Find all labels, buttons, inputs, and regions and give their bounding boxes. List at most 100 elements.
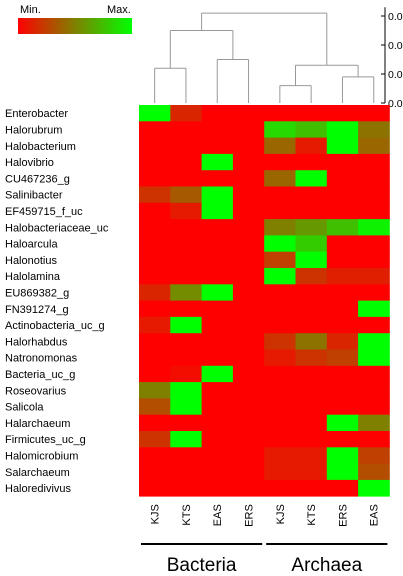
heatmap-cell <box>264 219 296 236</box>
heatmap-cell <box>358 219 390 236</box>
heatmap-cell <box>358 398 390 416</box>
heatmap-cell <box>201 137 234 155</box>
heatmap-cell <box>264 479 296 497</box>
heatmap-cell <box>170 414 202 432</box>
heatmap-cell <box>139 121 171 138</box>
row-label: FN391274_g <box>5 304 69 316</box>
heatmap-cell <box>170 284 202 301</box>
heatmap-cell <box>139 382 171 399</box>
column-label: KTS <box>306 504 318 525</box>
heatmap-cell <box>264 333 296 350</box>
heatmap-cell <box>170 153 202 171</box>
heatmap-cell <box>201 153 234 171</box>
heatmap-cell <box>326 219 359 236</box>
row-label: Halorhabdus <box>5 336 68 348</box>
heatmap-cell <box>264 153 296 171</box>
row-label: Actinobacteria_uc_g <box>5 320 105 332</box>
heatmap-cell <box>358 431 390 448</box>
heatmap-cell <box>264 382 296 399</box>
row-labels: Enterobacter Halorubrum Halobacterium Halov… <box>5 108 109 495</box>
heatmap-cell <box>264 463 296 481</box>
heatmap-cell <box>170 186 202 204</box>
row-label: Enterobacter <box>5 108 68 120</box>
row-label: Halonotius <box>5 255 57 267</box>
heatmap-cell <box>170 349 202 367</box>
heatmap-cell <box>358 365 390 383</box>
heatmap-cell <box>326 398 359 416</box>
heatmap-cell <box>201 300 234 318</box>
heatmap-cell <box>232 153 265 171</box>
heatmap-cell <box>232 431 265 448</box>
column-label: EAS <box>212 504 224 526</box>
heatmap-cell <box>358 479 390 497</box>
heatmap-cell <box>326 121 359 138</box>
heatmap-cell <box>264 202 296 220</box>
heatmap-cell <box>358 382 390 399</box>
heatmap-cell <box>295 219 328 236</box>
heatmap-cell <box>201 382 234 399</box>
row-label: Halarchaeum <box>5 418 70 430</box>
heatmap-cell <box>139 186 171 204</box>
row-label: Halobacterium <box>5 141 76 153</box>
heatmap-cell <box>201 447 234 464</box>
heatmap-cell <box>295 268 328 285</box>
heatmap-cell <box>139 333 171 350</box>
heatmap-cell <box>358 268 390 285</box>
heatmap-cell <box>139 219 171 236</box>
heatmap-cell <box>139 105 171 122</box>
heatmap-cell <box>264 251 296 269</box>
heatmap-cell <box>264 300 296 318</box>
row-label: Haloredivivus <box>5 483 72 495</box>
heatmap-cell <box>232 333 265 350</box>
column-label: KJS <box>150 504 162 524</box>
heatmap-cell <box>170 137 202 155</box>
heatmap-cell <box>295 300 328 318</box>
row-label: Salicola <box>5 402 44 414</box>
heatmap-cell <box>358 284 390 301</box>
heatmap-cell <box>264 365 296 383</box>
heatmap-cell <box>295 202 328 220</box>
heatmap-cell <box>295 105 328 122</box>
heatmap-cell <box>264 414 296 432</box>
heatmap-cell <box>326 431 359 448</box>
heatmap-cell <box>139 284 171 301</box>
heatmap-cell <box>232 463 265 481</box>
heatmap-cell <box>358 202 390 220</box>
heatmap-cell <box>201 463 234 481</box>
heatmap-cell <box>358 316 390 334</box>
heatmap-cell <box>139 447 171 464</box>
heatmap-cell <box>170 170 202 187</box>
heatmap-cell <box>326 137 359 155</box>
heatmap-cell <box>358 300 390 318</box>
heatmap-cell <box>295 398 328 416</box>
row-label: Firmicutes_uc_g <box>5 434 86 446</box>
heatmap-cell <box>358 235 390 253</box>
heatmap-cell <box>358 463 390 481</box>
legend-min-label: Min. <box>20 4 41 16</box>
heatmap-cell <box>232 105 265 122</box>
heatmap-cell <box>232 479 265 497</box>
heatmap-cell <box>232 316 265 334</box>
heatmap-cell <box>326 447 359 464</box>
heatmap-cell <box>264 431 296 448</box>
heatmap-cell <box>139 414 171 432</box>
heatmap-cell <box>326 316 359 334</box>
heatmap-cell <box>358 349 390 367</box>
heatmap-cell <box>139 316 171 334</box>
heatmap-cell <box>170 235 202 253</box>
row-label: Halovibrio <box>5 157 54 169</box>
heatmap-cell <box>170 121 202 138</box>
heatmap-cell <box>295 316 328 334</box>
heatmap-cell <box>170 365 202 383</box>
heatmap-cell <box>295 235 328 253</box>
heatmap-cell <box>358 447 390 464</box>
heatmap-cell <box>295 333 328 350</box>
heatmap-cell <box>358 105 390 122</box>
heatmap-cell <box>264 105 296 122</box>
heatmap-cell <box>326 479 359 497</box>
heatmap-cell <box>295 137 328 155</box>
heatmap-cell <box>170 382 202 399</box>
row-label: Halobacteriaceae_uc <box>5 222 109 234</box>
heatmap-cell <box>295 251 328 269</box>
heatmap-cell <box>295 349 328 367</box>
